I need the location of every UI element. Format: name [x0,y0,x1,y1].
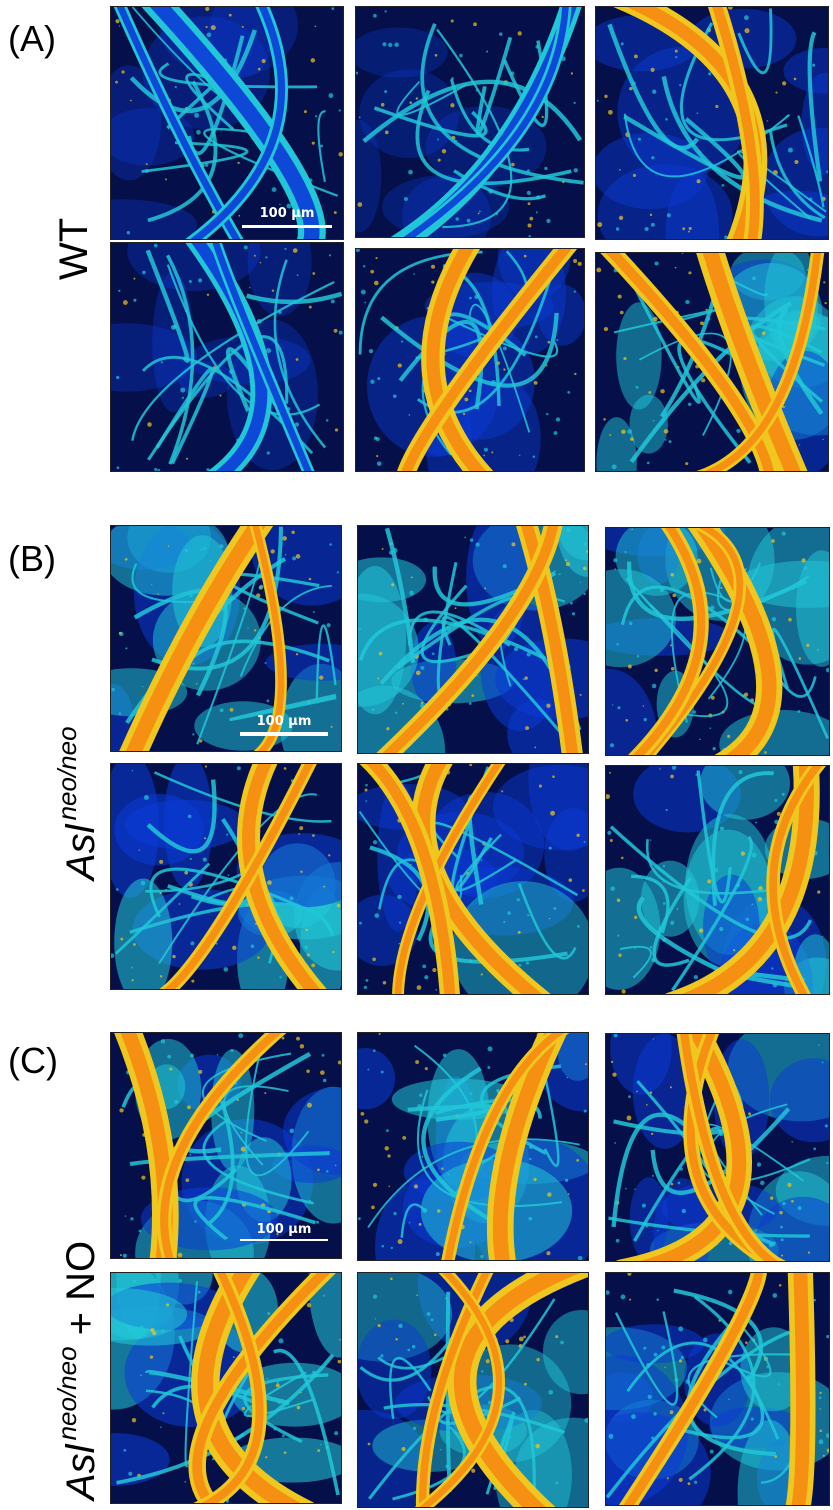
tile-c4 [110,1272,342,1504]
scale-bar-a: 100 μm [242,206,332,230]
micrograph-b4 [111,764,341,989]
micrograph-b2 [358,526,588,753]
micrograph-a6 [596,253,828,471]
tile-c3 [605,1033,830,1262]
micrograph-c1 [111,1033,341,1258]
scale-bar-c-label: 100 μm [256,1222,312,1237]
panel-letter-a: (A) [8,18,56,59]
tile-b2 [357,525,589,754]
tile-c1 [110,1032,342,1259]
tile-a5 [355,248,585,472]
tile-c2 [357,1032,589,1261]
tile-b3 [605,527,830,756]
micrograph-c2 [358,1033,588,1260]
row-label-asl-no: Aslneo/neo + NO [52,1241,104,1500]
micrograph-a5 [356,249,584,471]
tile-b1 [110,525,342,752]
panel-letter-c: (C) [8,1040,58,1081]
scale-bar-b-label: 100 μm [256,714,312,729]
micrograph-b3 [606,528,829,755]
tile-b6 [605,765,830,995]
tile-a4 [110,242,344,472]
tile-a2 [355,6,585,238]
micrograph-a3 [596,7,828,239]
micrograph-c4 [111,1273,341,1503]
row-label-asl-no-suffix: + NO [59,1240,103,1347]
tile-c5 [357,1272,589,1508]
row-label-wt-text: WT [52,217,96,280]
tile-b4 [110,763,342,990]
micrograph-a2 [356,7,584,237]
row-label-asl: Aslneo/neo [52,726,104,880]
micrograph-b6 [606,766,829,994]
row-label-asl-no-sup: neo/neo [52,1346,82,1441]
row-label-asl-text: Asl [59,824,103,880]
micrograph-a4 [111,243,343,471]
tile-b5 [357,763,589,995]
micrograph-c5 [358,1273,588,1507]
scale-bar-b: 100 μm [240,714,328,738]
scale-bar-a-label: 100 μm [259,206,315,221]
micrograph-b5 [358,764,588,994]
micrograph-a1 [111,7,343,239]
scale-bar-a-line [242,225,332,228]
micrograph-c3 [606,1034,829,1261]
row-label-wt: WT [52,218,97,280]
tile-c6 [605,1272,830,1506]
tile-a6 [595,252,829,472]
panel-letter-b: (B) [8,538,56,579]
scale-bar-c-line [240,1239,328,1241]
scale-bar-b-line [240,732,328,736]
row-label-asl-no-text: Asl [59,1444,103,1500]
tile-a1 [110,6,344,240]
scale-bar-c: 100 μm [240,1222,328,1246]
micrograph-c6 [606,1273,829,1505]
row-label-asl-sup: neo/neo [52,726,82,821]
tile-a3 [595,6,829,240]
micrograph-b1 [111,526,341,751]
